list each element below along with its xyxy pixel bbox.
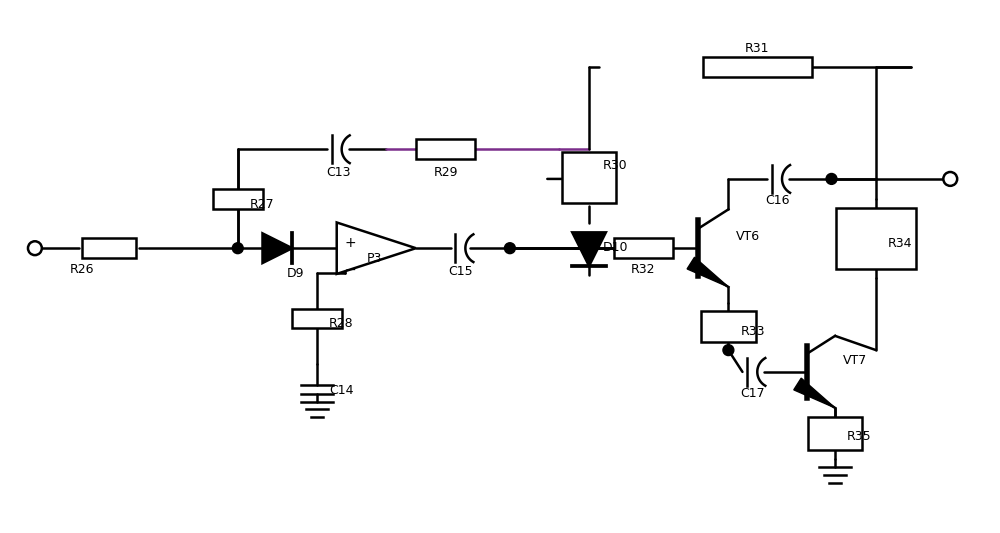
Bar bbox=[703, 57, 812, 77]
Bar bbox=[416, 139, 475, 159]
Text: C14: C14 bbox=[329, 384, 353, 397]
Text: R30: R30 bbox=[603, 159, 628, 173]
Text: C16: C16 bbox=[765, 193, 789, 207]
Circle shape bbox=[232, 243, 243, 254]
Polygon shape bbox=[687, 257, 728, 287]
Text: R34: R34 bbox=[888, 237, 912, 250]
Bar bbox=[836, 208, 916, 269]
Circle shape bbox=[723, 345, 734, 356]
Bar bbox=[292, 309, 342, 328]
Text: R32: R32 bbox=[631, 263, 656, 276]
Text: R31: R31 bbox=[745, 42, 770, 55]
Circle shape bbox=[943, 172, 957, 186]
Text: D9: D9 bbox=[287, 267, 305, 280]
Text: R33: R33 bbox=[740, 325, 765, 338]
Text: R27: R27 bbox=[250, 198, 274, 211]
Text: R26: R26 bbox=[70, 263, 95, 276]
Text: R35: R35 bbox=[847, 430, 872, 443]
Circle shape bbox=[28, 241, 42, 255]
Polygon shape bbox=[337, 222, 416, 274]
Bar bbox=[701, 311, 756, 342]
Polygon shape bbox=[263, 233, 292, 263]
Text: P3: P3 bbox=[367, 252, 382, 264]
Text: C15: C15 bbox=[448, 265, 473, 278]
Bar bbox=[82, 238, 136, 258]
Bar bbox=[614, 238, 673, 258]
Polygon shape bbox=[794, 378, 835, 408]
Text: C17: C17 bbox=[740, 386, 765, 400]
Circle shape bbox=[826, 173, 837, 184]
Bar bbox=[562, 152, 616, 203]
Bar bbox=[808, 417, 862, 450]
Text: VT6: VT6 bbox=[736, 230, 760, 243]
Text: +: + bbox=[345, 236, 356, 251]
Circle shape bbox=[504, 243, 515, 254]
Text: −: − bbox=[345, 263, 356, 277]
Text: R29: R29 bbox=[433, 166, 458, 179]
Bar bbox=[213, 189, 263, 208]
Text: C13: C13 bbox=[326, 166, 351, 179]
Text: R28: R28 bbox=[329, 317, 353, 330]
Polygon shape bbox=[572, 232, 606, 266]
Text: VT7: VT7 bbox=[843, 354, 867, 367]
Text: D10: D10 bbox=[603, 241, 628, 254]
